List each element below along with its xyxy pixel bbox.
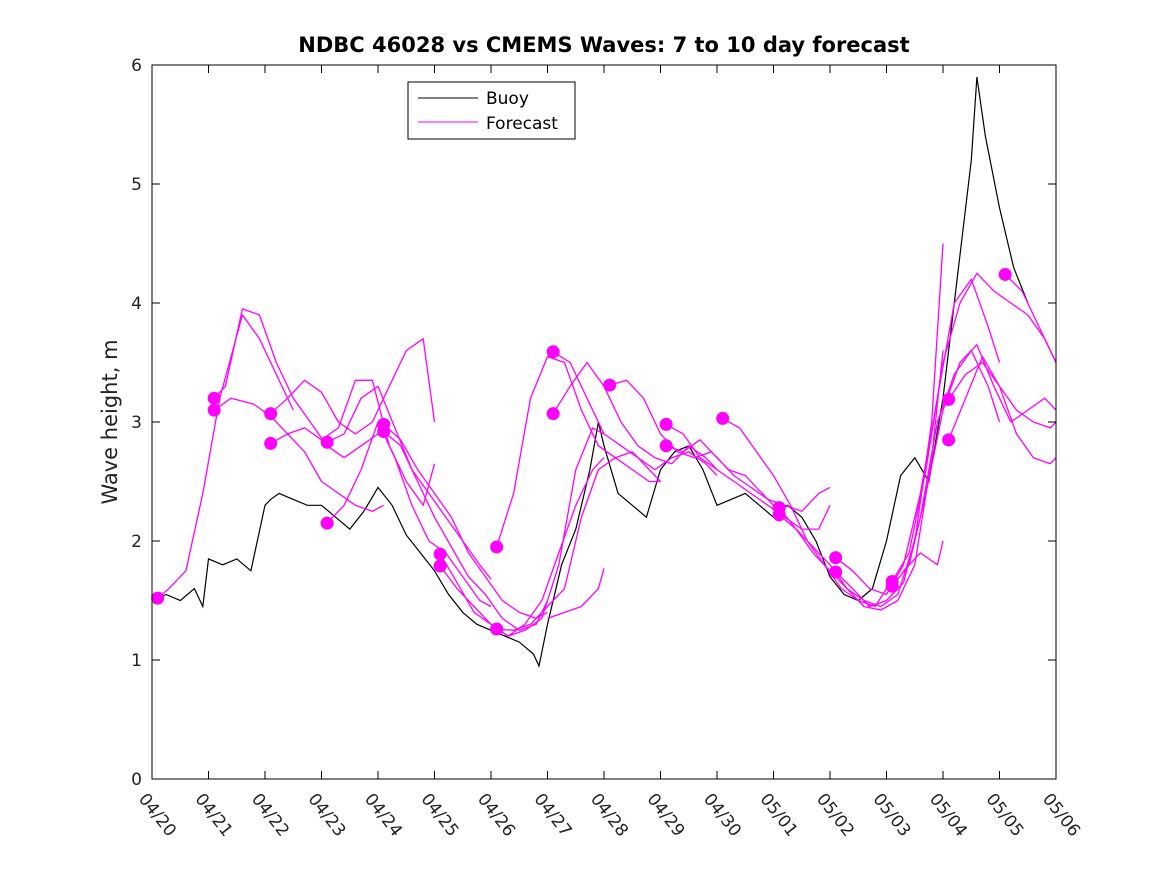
forecast-line-30 bbox=[903, 540, 944, 572]
y-tick-label: 1 bbox=[131, 651, 142, 671]
forecast-marker bbox=[207, 403, 221, 417]
forecast-marker bbox=[490, 622, 504, 636]
forecast-line-7 bbox=[326, 421, 492, 608]
forecast-line-8 bbox=[383, 423, 548, 620]
forecast-marker bbox=[829, 551, 843, 565]
forecast-line-16 bbox=[547, 568, 605, 620]
forecast-line-11 bbox=[439, 457, 605, 637]
forecast-line-4 bbox=[270, 338, 436, 435]
legend: Buoy Forecast bbox=[407, 81, 576, 140]
forecast-line-26 bbox=[891, 344, 1057, 587]
forecast-line-2 bbox=[213, 308, 379, 459]
forecast-marker bbox=[603, 378, 617, 392]
y-axis-label: Wave height, m bbox=[98, 339, 122, 504]
forecast-marker bbox=[546, 345, 560, 359]
forecast-line-19 bbox=[665, 439, 831, 512]
plot-area bbox=[151, 76, 1057, 668]
forecast-line-22 bbox=[778, 350, 944, 611]
forecast-marker bbox=[885, 579, 899, 593]
y-tick-label: 5 bbox=[131, 175, 142, 195]
forecast-marker bbox=[942, 433, 956, 447]
forecast-marker bbox=[772, 508, 786, 522]
legend-forecast-label: Forecast bbox=[486, 114, 558, 134]
forecast-line-25 bbox=[891, 272, 1057, 582]
forecast-marker bbox=[490, 540, 504, 554]
forecast-line-17 bbox=[609, 379, 774, 506]
forecast-marker bbox=[433, 559, 447, 573]
forecast-marker bbox=[377, 425, 391, 439]
legend-buoy-label: Buoy bbox=[486, 89, 529, 109]
forecast-marker bbox=[829, 565, 843, 579]
forecast-line-18 bbox=[665, 423, 831, 530]
forecast-marker bbox=[546, 407, 560, 421]
y-tick-label: 0 bbox=[131, 770, 142, 790]
forecast-line-9 bbox=[383, 431, 549, 631]
forecast-marker bbox=[207, 391, 221, 405]
y-tick-label: 6 bbox=[131, 56, 142, 76]
forecast-marker bbox=[264, 407, 278, 421]
forecast-line-10 bbox=[439, 427, 605, 637]
y-axis-ticks: 0 1 2 3 4 5 6 bbox=[131, 56, 1056, 790]
forecast-marker bbox=[659, 417, 673, 431]
chart-title: NDBC 46028 vs CMEMS Waves: 7 to 10 day f… bbox=[298, 33, 909, 57]
forecast-marker bbox=[716, 411, 730, 425]
forecast-line-12 bbox=[495, 355, 661, 548]
y-tick-label: 2 bbox=[131, 532, 142, 552]
forecast-line-5 bbox=[270, 379, 436, 506]
buoy-line bbox=[151, 76, 1029, 668]
forecast-line-23 bbox=[835, 278, 1001, 596]
y-tick-label: 4 bbox=[131, 294, 142, 314]
y-tick-label: 3 bbox=[131, 413, 142, 433]
forecast-marker bbox=[320, 435, 334, 449]
forecast-marker bbox=[433, 547, 447, 561]
forecast-line-27 bbox=[948, 361, 1057, 429]
forecast-line-28 bbox=[947, 355, 1057, 465]
forecast-marker bbox=[659, 439, 673, 453]
forecast-marker bbox=[998, 267, 1012, 281]
forecast-marker bbox=[264, 436, 278, 450]
forecast-line-29 bbox=[1004, 273, 1057, 363]
forecast-marker bbox=[320, 516, 334, 530]
legend-box bbox=[407, 81, 576, 140]
forecast-line-3 bbox=[213, 397, 384, 512]
forecast-marker bbox=[942, 392, 956, 406]
forecast-line-14 bbox=[552, 351, 718, 477]
forecast-marker bbox=[151, 591, 165, 605]
